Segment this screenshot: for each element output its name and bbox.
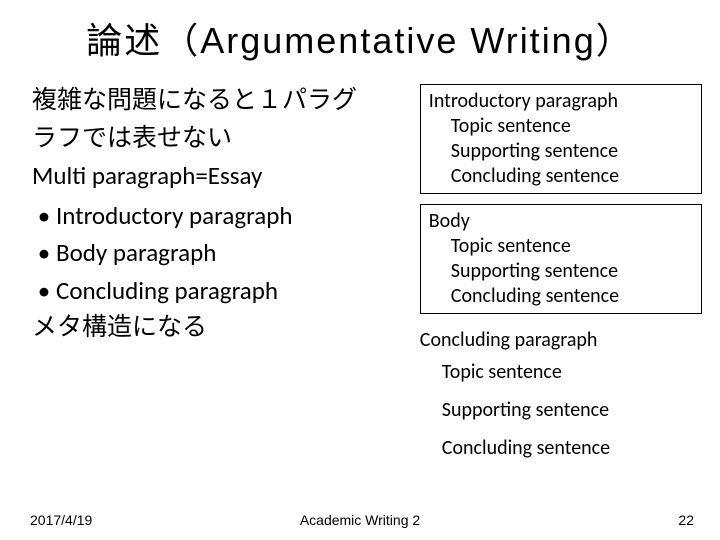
box-heading: Body	[429, 209, 693, 234]
bullet-icon: •	[32, 272, 56, 310]
bullet-icon: •	[32, 234, 56, 272]
bullet-label: Body paragraph	[56, 234, 216, 272]
bullet-label: Introductory paragraph	[56, 197, 293, 235]
multi-paragraph-line: Multi paragraph=Essay	[32, 157, 414, 195]
box-sub: Supporting sentence	[429, 259, 693, 284]
list-item: • Concluding paragraph	[32, 272, 414, 310]
content-area: 複雑な問題になると１パラグ ラフでは表せない Multi paragraph=E…	[0, 64, 720, 464]
meta-structure-line: メタ構造になる	[32, 309, 414, 347]
concl-heading: Concluding paragraph	[420, 324, 702, 356]
right-column: Introductory paragraph Topic sentence Su…	[414, 82, 702, 464]
box-sub: Concluding sentence	[429, 164, 693, 189]
concl-sub: Topic sentence	[420, 356, 702, 388]
concl-sub: Concluding sentence	[420, 432, 702, 464]
list-item: • Introductory paragraph	[32, 197, 414, 235]
box-sub: Topic sentence	[429, 234, 693, 259]
bullet-list: • Introductory paragraph • Body paragrap…	[32, 197, 414, 310]
jp-text-line1: 複雑な問題になると１パラグ	[32, 82, 414, 120]
body-box: Body Topic sentence Supporting sentence …	[420, 204, 702, 314]
bullet-label: Concluding paragraph	[56, 272, 278, 310]
concl-sub: Supporting sentence	[420, 394, 702, 426]
footer-date: 2017/4/19	[30, 512, 92, 528]
jp-text-line2: ラフでは表せない	[32, 120, 414, 158]
bullet-icon: •	[32, 197, 56, 235]
footer: 2017/4/19 Academic Writing 2 22	[0, 512, 720, 528]
box-sub: Supporting sentence	[429, 139, 693, 164]
box-sub: Concluding sentence	[429, 284, 693, 309]
slide-title: 論述（Argumentative Writing）	[0, 0, 720, 64]
left-column: 複雑な問題になると１パラグ ラフでは表せない Multi paragraph=E…	[32, 82, 414, 464]
concluding-block: Concluding paragraph Topic sentence Supp…	[420, 324, 702, 464]
box-heading: Introductory paragraph	[429, 89, 693, 114]
intro-box: Introductory paragraph Topic sentence Su…	[420, 84, 702, 194]
footer-page: 22	[678, 512, 694, 528]
footer-center: Academic Writing 2	[300, 512, 420, 528]
list-item: • Body paragraph	[32, 234, 414, 272]
box-sub: Topic sentence	[429, 114, 693, 139]
